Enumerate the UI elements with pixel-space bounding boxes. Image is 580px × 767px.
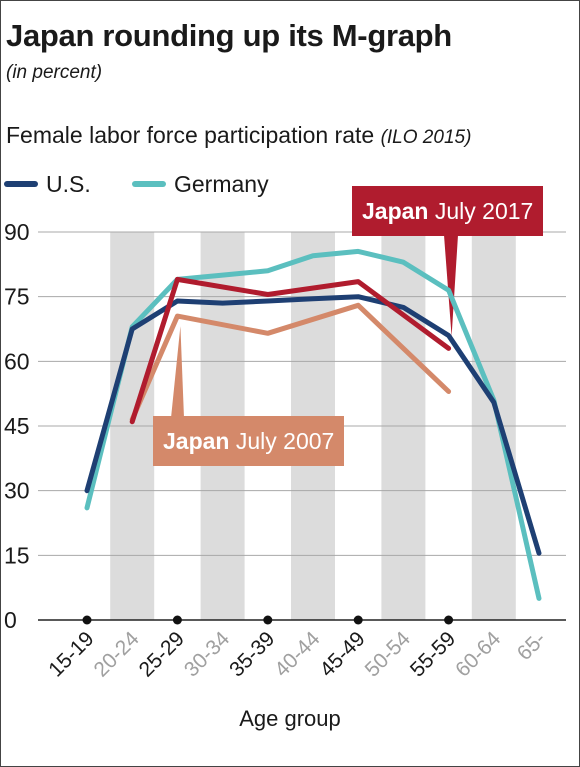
callout-japan-2007: Japan July 2007 (153, 416, 345, 466)
heading-text: Female labor force participation rate (6, 122, 375, 148)
y-tick-0: 0 (4, 607, 17, 633)
legend-us-label: U.S. (46, 170, 91, 197)
callout-japan-2017-bold: Japan (362, 198, 429, 224)
series-line-germany (84, 248, 542, 601)
legend-us: U.S. (4, 170, 91, 198)
x-tick-30-34: 30-34 (180, 627, 234, 681)
x-dot-55-59 (444, 615, 454, 625)
x-tick-60-64: 60-64 (451, 627, 505, 681)
x-tick-15-19: 15-19 (44, 627, 98, 681)
x-tick-50-54: 50-54 (361, 627, 415, 681)
series-line-u-s- (84, 294, 542, 556)
callout-japan-2007-text: July 2007 (229, 428, 335, 454)
x-axis-label: Age group (239, 706, 341, 731)
legend-germany-label: Germany (174, 170, 269, 197)
callout-japan-2017: Japan July 2017 (352, 186, 544, 236)
source-note: (ILO 2015) (380, 127, 472, 148)
chart-heading: Female labor force participation rate (I… (6, 122, 471, 149)
series-line-japan-july-2007 (129, 302, 452, 422)
y-tick-45: 45 (4, 413, 30, 439)
x-tick-20-24: 20-24 (89, 627, 143, 681)
legend-germany-swatch (132, 181, 166, 187)
chart-title: Japan rounding up its M-graph (6, 18, 452, 53)
x-tick-25-29: 25-29 (135, 627, 189, 681)
callout-japan-2017-pointer (444, 235, 458, 337)
x-dot-25-29 (172, 615, 182, 625)
callout-japan-2007-pointer (171, 326, 184, 418)
y-tick-30: 30 (4, 478, 30, 504)
chart-subtitle: (in percent) (6, 62, 103, 83)
legend-germany: Germany (132, 170, 269, 198)
x-dot-35-39 (263, 615, 273, 625)
legend-us-swatch (4, 181, 38, 187)
series-line-japan-july-2017 (129, 276, 452, 425)
x-dot-45-49 (353, 615, 363, 625)
x-dot-15-19 (82, 615, 92, 625)
y-tick-90: 90 (4, 219, 30, 245)
x-tick-35-39: 35-39 (225, 627, 279, 681)
x-tick-55-59: 55-59 (406, 627, 460, 681)
x-tick-65-: 65- (513, 627, 551, 665)
y-tick-75: 75 (4, 284, 30, 310)
x-tick-40-44: 40-44 (270, 627, 324, 681)
y-tick-60: 60 (4, 348, 30, 374)
callout-japan-2017-text: July 2017 (428, 198, 534, 224)
x-tick-45-49: 45-49 (315, 627, 369, 681)
callout-japan-2007-bold: Japan (163, 428, 230, 454)
y-tick-15: 15 (4, 542, 30, 568)
